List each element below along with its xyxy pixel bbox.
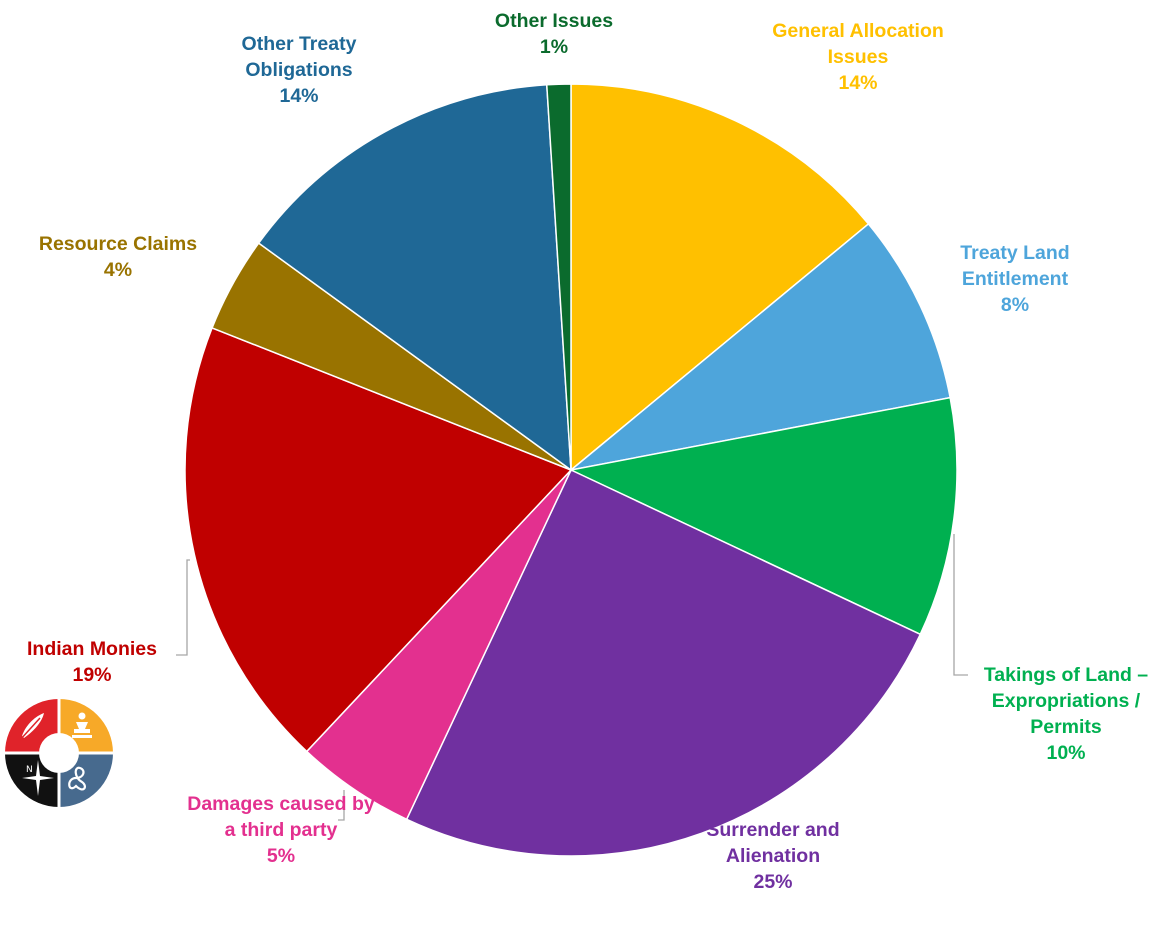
slice-value-label: 10% [1046,742,1086,764]
pie-slice [570,83,870,472]
slice-label: Treaty Land Entitlement 8% [960,240,1069,318]
pie-slice [568,396,958,636]
slice-label: Takings of Land – Expropriations / Permits… [984,662,1148,766]
leader-line [176,559,190,656]
slice-label-text: Surrender and [706,819,840,841]
slice-label-text: Takings of Land – [983,664,1149,686]
pie-slice [405,469,922,857]
leader-line [338,790,345,821]
slice-label: Surrender and Alienation 25% [706,817,839,895]
leader-line [953,534,968,676]
slice-label-text: Expropriations / [991,690,1141,712]
compass-star-icon: N [22,760,54,796]
feather-icon [19,713,44,741]
slice-label-text: Other Treaty [241,33,357,55]
slice-label-text: Damages caused by [187,793,375,815]
slice-label: General Allocation Issues 14% [772,18,944,96]
slice-label: Other Issues 1% [495,8,613,60]
slice-value-label: 8% [1000,294,1030,316]
slice-value-label: 25% [753,871,793,893]
slice-label-text: a third party [224,819,338,841]
slice-value-label: 14% [838,72,878,94]
person-icon [72,712,92,738]
slice-label-text: Resource Claims [38,233,198,255]
slice-label-text: Permits [1030,716,1102,738]
pie-slice [545,83,572,471]
slice-label-text: Other Issues [494,10,614,32]
slice-label-text: Obligations [245,59,353,81]
slice-label: Resource Claims 4% [39,231,197,283]
pie-slice [184,326,573,753]
svg-text:N: N [26,765,33,775]
slice-label: Indian Monies 19% [27,636,157,688]
pie-slice [570,222,952,471]
slice-value-label: 1% [539,36,569,58]
slice-label: Other Treaty Obligations 14% [242,31,357,109]
slice-value-label: 19% [72,664,112,686]
slice-label-text: Issues [827,46,889,68]
pie-slice [257,83,572,472]
slice-value-label: 5% [266,845,296,867]
slice-value-label: 4% [103,259,133,281]
slice-label-text: General Allocation [772,20,944,42]
slice-label-text: Alienation [725,845,821,867]
slice-value-label: 14% [279,85,319,107]
slice-label: Damages caused by a third party 5% [187,791,375,869]
slice-label-text: Entitlement [961,268,1069,290]
logo: N [4,698,114,808]
infinity-icon [68,766,86,791]
slice-label-text: Treaty Land [960,242,1070,264]
slice-label-text: Indian Monies [26,638,157,660]
